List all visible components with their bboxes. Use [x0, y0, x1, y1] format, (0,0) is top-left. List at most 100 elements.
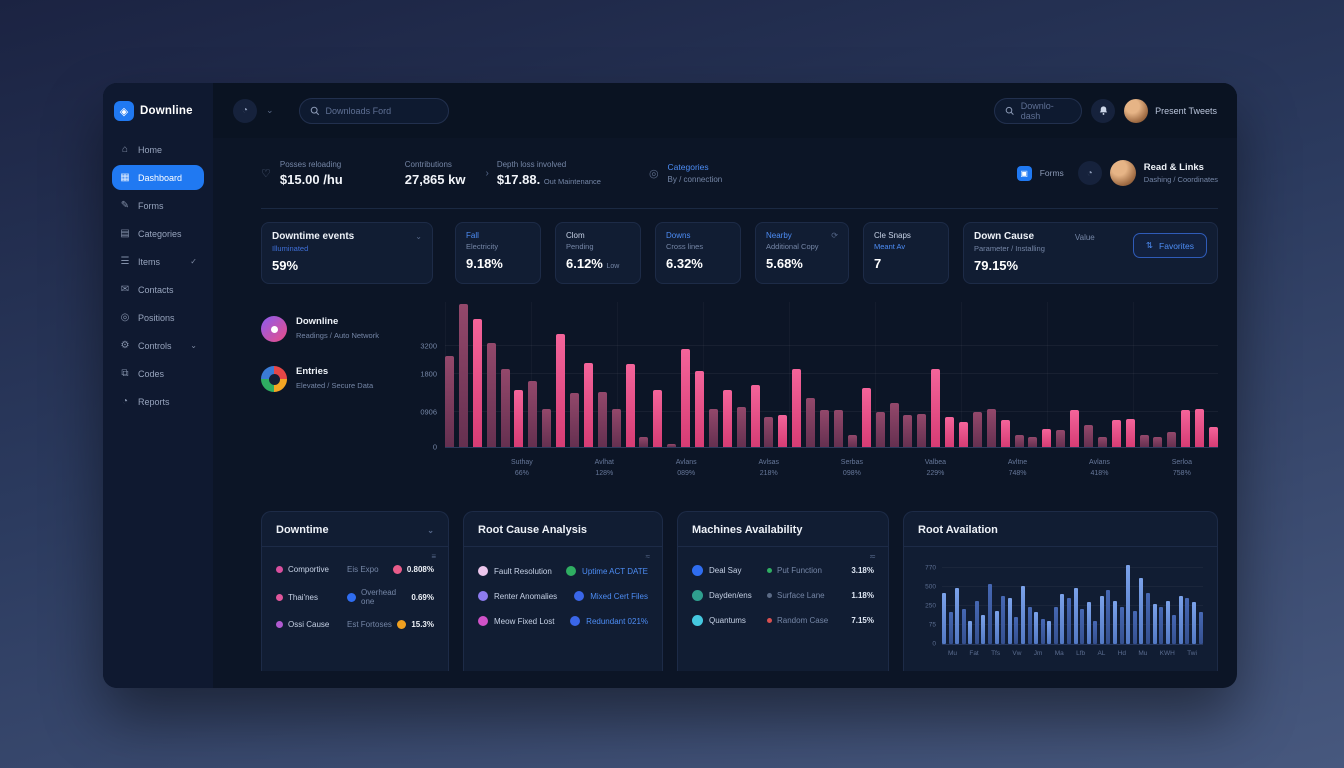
dashboard-icon: ▦ — [120, 172, 130, 183]
bar — [1195, 409, 1205, 447]
options-icon[interactable]: ≈ — [645, 552, 650, 562]
row-link[interactable]: Mixed Cert Files — [590, 591, 648, 601]
chart-area: 3200 1800 0906 0 Suthay 66% Avlhat 128% Avlans 0… — [411, 302, 1218, 479]
bar — [1042, 429, 1052, 447]
history-icon[interactable]: ◔ — [233, 98, 257, 123]
swap-icon: ⇅ — [1145, 240, 1154, 250]
avatar[interactable] — [1109, 160, 1136, 186]
card-title: Root Availation — [918, 524, 998, 537]
card-top: Cle Snaps — [874, 231, 911, 240]
downtime-row: Thai'nes Overhead one 0.69% — [276, 588, 434, 606]
sidebar-item-dashboard[interactable]: ▦ Dashboard — [112, 165, 204, 190]
row-label: Renter Anomalies — [494, 591, 558, 601]
stat-cards-row: Downtime events ⌄ Illuminated 59% Fall E… — [261, 222, 1218, 284]
bar — [972, 412, 982, 447]
stat-card-nearby[interactable]: Nearby ⟳ Additional Copy 5.68% — [755, 222, 849, 284]
bar — [968, 621, 973, 645]
row-link[interactable]: Uptime ACT DATE — [582, 566, 648, 576]
card-top: Nearby — [766, 231, 792, 240]
row-mid-label: Overhead one — [361, 588, 397, 607]
sidebar-item-categories[interactable]: ▤ Categories — [112, 221, 204, 246]
x-tick-label: Jm — [1033, 650, 1043, 658]
y-tick-label: 250 — [925, 602, 936, 610]
stat-card-clom[interactable]: Clom Pending 6.12% Low — [555, 222, 641, 284]
chevron-down-icon: ⌄ — [190, 341, 197, 350]
avatar — [1124, 98, 1149, 123]
bar — [542, 409, 552, 447]
bell-icon[interactable] — [1091, 98, 1116, 123]
root-availation-card[interactable]: Root Availation 770 500 250 75 0 Mu Fat Tfs Vw J… — [903, 511, 1218, 672]
chevron-right-icon[interactable]: › — [485, 167, 489, 179]
sidebar-item-reports[interactable]: ◔ Reports — [112, 389, 204, 414]
bar — [861, 388, 871, 447]
bar — [500, 369, 510, 447]
legend-title: Entries — [296, 366, 329, 377]
options-icon[interactable]: ≡ — [431, 552, 436, 562]
profile-strip: ▣ Forms ◔ Read & Links Dashing / Coordin… — [1016, 160, 1218, 186]
sidebar-item-forms[interactable]: ✎ Forms — [112, 193, 204, 218]
bar — [1198, 612, 1203, 645]
row-mid-label: Put Function — [777, 566, 822, 576]
status-dot — [767, 568, 772, 574]
sidebar-item-label: Forms — [138, 200, 164, 211]
stat-card-cle-snaps[interactable]: Cle Snaps Meant Av 7 — [863, 222, 949, 284]
bar — [1083, 425, 1093, 447]
bar — [1139, 578, 1144, 645]
y-tick-label: 0 — [932, 640, 936, 648]
refresh-icon[interactable]: ⟳ — [831, 231, 838, 240]
row-link[interactable]: Redundant 021% — [586, 616, 648, 626]
x-tick-label: Avlans 418% — [1089, 459, 1110, 478]
bar — [986, 409, 996, 447]
bar — [1097, 437, 1107, 447]
user-menu[interactable]: Present Tweets — [1124, 98, 1217, 123]
bar — [736, 407, 746, 447]
sidebar-item-contacts[interactable]: ✉ Contacts — [112, 277, 204, 302]
bar — [611, 409, 621, 447]
kpi-link[interactable]: Categories — [667, 162, 709, 172]
forms-label[interactable]: Forms — [1039, 168, 1064, 178]
favorites-button[interactable]: ⇅ Favorites — [1132, 233, 1207, 258]
gridline — [445, 373, 1218, 374]
sidebar-item-label: Controls — [138, 340, 172, 351]
bar — [1119, 607, 1124, 645]
clock-icon[interactable]: ◔ — [1077, 161, 1102, 185]
chevron-down-icon[interactable]: ⌄ — [415, 232, 422, 241]
gridline — [942, 624, 1203, 626]
mini-search[interactable]: Downlo-dash — [994, 97, 1083, 124]
downtime-card[interactable]: Downtime ⌄ ≡ Comportive Eis Expo 0.808% Tha… — [261, 511, 449, 672]
search-input[interactable]: Downloads Ford — [298, 97, 449, 124]
chevron-down-icon[interactable]: ⌄ — [427, 525, 434, 535]
profile-subtitle: Dashing / Coordinates — [1143, 175, 1218, 184]
card-link[interactable]: Illuminated — [272, 244, 309, 253]
bar — [1167, 432, 1177, 447]
root-cause-card[interactable]: Root Cause Analysis ≈ Fault Resolution Up… — [463, 511, 663, 672]
card-title: Down Cause — [974, 231, 1035, 242]
chevron-down-icon[interactable]: ⌄ — [266, 105, 274, 115]
x-axis: Mu Fat Tfs Vw Jm Ma Lfb AL Hd Mu KWH Twi — [942, 645, 1203, 657]
sidebar-item-home[interactable]: ⌂ Home — [112, 137, 204, 162]
legend-item-downline: Downline Readings / Auto Network — [261, 316, 411, 342]
machines-card[interactable]: Machines Availability ≂ Deal Say Put Func… — [677, 511, 889, 672]
options-icon[interactable]: ≂ — [869, 552, 876, 562]
sidebar-item-items[interactable]: ☰ Items ✓ — [112, 249, 204, 274]
sidebar-item-positions[interactable]: ◎ Positions — [112, 305, 204, 330]
check-icon: ✓ — [190, 257, 197, 266]
card-sub: Pending — [566, 242, 594, 251]
sidebar-item-controls[interactable]: ⚙ Controls ⌄ — [112, 333, 204, 358]
apps-icon[interactable]: ▣ — [1016, 165, 1032, 181]
kpi-value: $17.88. — [496, 171, 541, 187]
bar — [981, 615, 986, 645]
bar — [974, 601, 979, 645]
stat-card-fall[interactable]: Fall Electricity 9.18% — [455, 222, 541, 284]
stat-card-down-cause[interactable]: Down Cause Parameter / Installing 79.15%… — [963, 222, 1218, 284]
stat-card-downtime-events[interactable]: Downtime events ⌄ Illuminated 59% — [261, 222, 433, 284]
bar — [1040, 619, 1045, 645]
button-label: Favorites — [1159, 240, 1194, 251]
status-dot — [276, 566, 283, 574]
sidebar-item-codes[interactable]: ⧉ Codes — [112, 361, 204, 386]
bar — [988, 584, 993, 645]
logo-text: Downline — [140, 105, 193, 117]
machine-icon — [692, 565, 703, 577]
bar — [1086, 602, 1091, 645]
stat-card-downs[interactable]: Downs Cross lines 6.32% — [655, 222, 741, 284]
